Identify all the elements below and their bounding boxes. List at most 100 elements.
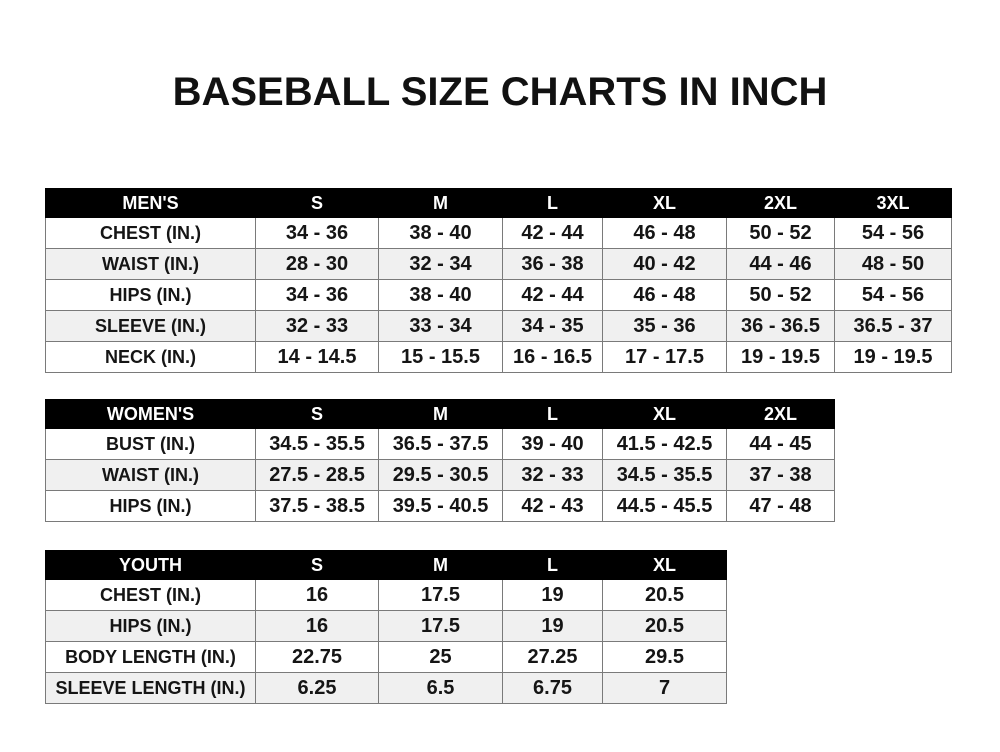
size-value: 27.25	[502, 641, 603, 673]
size-header: 2XL	[726, 188, 835, 218]
size-header: 2XL	[726, 399, 835, 429]
page-title: BASEBALL SIZE CHARTS IN INCH	[172, 70, 828, 114]
size-value: 34 - 36	[255, 279, 379, 311]
size-value: 36.5 - 37	[834, 310, 952, 342]
table-row: NECK (IN.) 14 - 14.5 15 - 15.5 16 - 16.5 17 …	[45, 341, 952, 373]
table-row: HIPS (IN.) 37.5 - 38.5 39.5 - 40.5 42 - 43 4…	[45, 490, 835, 522]
womens-size-table: WOMEN'S S M L XL 2XL BUST (IN.) 34.5 - 35.5 36.5…	[45, 399, 835, 522]
measurement-label: CHEST (IN.)	[45, 217, 256, 249]
size-value: 19 - 19.5	[726, 341, 835, 373]
measurement-label: BODY LENGTH (IN.)	[45, 641, 256, 673]
measurement-label: WAIST (IN.)	[45, 248, 256, 280]
size-value: 47 - 48	[726, 490, 835, 522]
size-value: 20.5	[602, 610, 727, 642]
size-value: 16 - 16.5	[502, 341, 603, 373]
size-value: 38 - 40	[378, 217, 503, 249]
size-value: 17 - 17.5	[602, 341, 727, 373]
size-value: 48 - 50	[834, 248, 952, 280]
size-value: 36.5 - 37.5	[378, 428, 503, 460]
size-value: 44.5 - 45.5	[602, 490, 727, 522]
size-value: 41.5 - 42.5	[602, 428, 727, 460]
size-header: M	[378, 550, 503, 580]
size-value: 15 - 15.5	[378, 341, 503, 373]
size-value: 22.75	[255, 641, 379, 673]
size-value: 29.5 - 30.5	[378, 459, 503, 491]
size-header: M	[378, 399, 503, 429]
size-value: 17.5	[378, 579, 503, 611]
size-header: S	[255, 550, 379, 580]
size-value: 34.5 - 35.5	[255, 428, 379, 460]
table-row: CHEST (IN.) 34 - 36 38 - 40 42 - 44 46 - 48 5…	[45, 217, 952, 249]
size-value: 44 - 45	[726, 428, 835, 460]
size-value: 14 - 14.5	[255, 341, 379, 373]
measurement-label: NECK (IN.)	[45, 341, 256, 373]
size-value: 32 - 33	[502, 459, 603, 491]
size-value: 19 - 19.5	[834, 341, 952, 373]
size-header: L	[502, 550, 603, 580]
size-value: 33 - 34	[378, 310, 503, 342]
size-value: 36 - 36.5	[726, 310, 835, 342]
size-value: 54 - 56	[834, 279, 952, 311]
size-value: 16	[255, 610, 379, 642]
measurement-label: SLEEVE (IN.)	[45, 310, 256, 342]
size-header: M	[378, 188, 503, 218]
size-header: XL	[602, 399, 727, 429]
size-header: XL	[602, 550, 727, 580]
measurement-label: BUST (IN.)	[45, 428, 256, 460]
size-value: 17.5	[378, 610, 503, 642]
header-row: WOMEN'S S M L XL 2XL	[45, 399, 835, 429]
size-value: 35 - 36	[602, 310, 727, 342]
size-value: 6.75	[502, 672, 603, 704]
size-header: L	[502, 399, 603, 429]
size-value: 20.5	[602, 579, 727, 611]
size-header: 3XL	[834, 188, 952, 218]
measurement-label: SLEEVE LENGTH (IN.)	[45, 672, 256, 704]
size-value: 39.5 - 40.5	[378, 490, 503, 522]
size-value: 6.5	[378, 672, 503, 704]
size-value: 19	[502, 579, 603, 611]
size-value: 34 - 36	[255, 217, 379, 249]
size-value: 34 - 35	[502, 310, 603, 342]
size-value: 25	[378, 641, 503, 673]
category-header: WOMEN'S	[45, 399, 256, 429]
table-row: SLEEVE LENGTH (IN.) 6.25 6.5 6.75 7	[45, 672, 727, 704]
table-row: BUST (IN.) 34.5 - 35.5 36.5 - 37.5 39 - 40 4…	[45, 428, 835, 460]
size-value: 28 - 30	[255, 248, 379, 280]
measurement-label: HIPS (IN.)	[45, 610, 256, 642]
size-value: 46 - 48	[602, 217, 727, 249]
size-value: 50 - 52	[726, 217, 835, 249]
size-value: 6.25	[255, 672, 379, 704]
table-row: HIPS (IN.) 16 17.5 19 20.5	[45, 610, 727, 642]
size-value: 27.5 - 28.5	[255, 459, 379, 491]
youth-size-table: YOUTH S M L XL CHEST (IN.) 16 17.5 19 20.5 HIPS (I…	[45, 550, 727, 704]
size-value: 46 - 48	[602, 279, 727, 311]
size-value: 37.5 - 38.5	[255, 490, 379, 522]
size-header: S	[255, 188, 379, 218]
size-value: 54 - 56	[834, 217, 952, 249]
size-value: 29.5	[602, 641, 727, 673]
table-row: CHEST (IN.) 16 17.5 19 20.5	[45, 579, 727, 611]
size-value: 44 - 46	[726, 248, 835, 280]
mens-size-table: MEN'S S M L XL 2XL 3XL CHEST (IN.) 34 - 36 38 - 4…	[45, 188, 952, 373]
size-value: 7	[602, 672, 727, 704]
measurement-label: HIPS (IN.)	[45, 279, 256, 311]
table-row: WAIST (IN.) 28 - 30 32 - 34 36 - 38 40 - 42 4…	[45, 248, 952, 280]
size-value: 38 - 40	[378, 279, 503, 311]
header-row: MEN'S S M L XL 2XL 3XL	[45, 188, 952, 218]
size-value: 42 - 43	[502, 490, 603, 522]
size-value: 42 - 44	[502, 279, 603, 311]
size-value: 37 - 38	[726, 459, 835, 491]
size-value: 32 - 34	[378, 248, 503, 280]
table-row: BODY LENGTH (IN.) 22.75 25 27.25 29.5	[45, 641, 727, 673]
size-value: 42 - 44	[502, 217, 603, 249]
header-row: YOUTH S M L XL	[45, 550, 727, 580]
size-value: 32 - 33	[255, 310, 379, 342]
size-header: L	[502, 188, 603, 218]
measurement-label: CHEST (IN.)	[45, 579, 256, 611]
category-header: MEN'S	[45, 188, 256, 218]
size-value: 16	[255, 579, 379, 611]
size-header: S	[255, 399, 379, 429]
category-header: YOUTH	[45, 550, 256, 580]
size-header: XL	[602, 188, 727, 218]
size-value: 39 - 40	[502, 428, 603, 460]
